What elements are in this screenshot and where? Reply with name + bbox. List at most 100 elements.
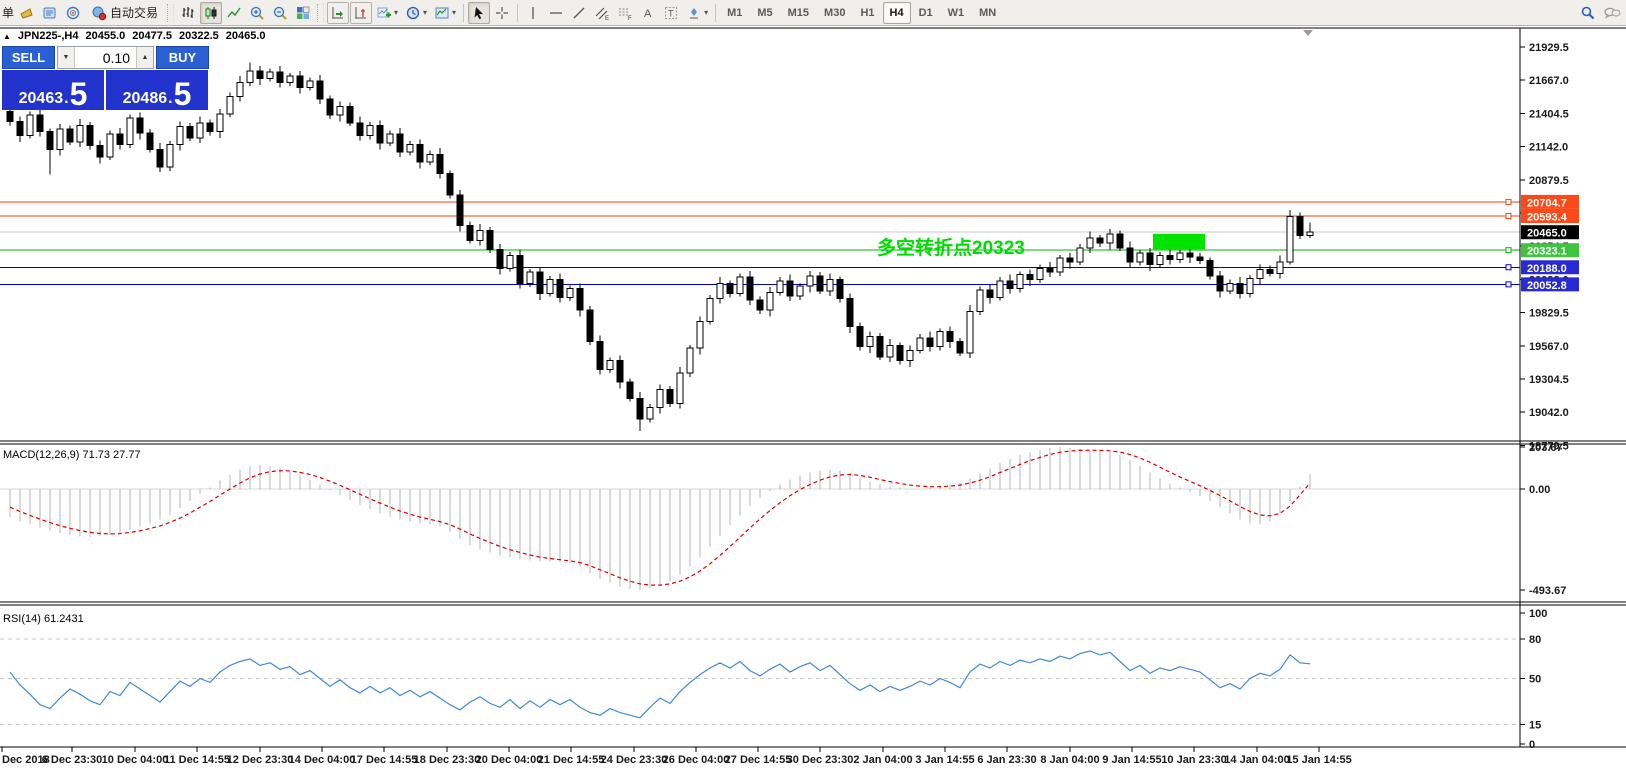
timeframe-M15[interactable]: M15 <box>787 6 810 19</box>
timeframe-MN[interactable]: MN <box>979 6 997 19</box>
trendline-tool-button[interactable] <box>568 2 590 24</box>
drawn-rectangle[interactable] <box>1153 233 1205 250</box>
shapes-tool-button[interactable]: ▾ <box>683 2 711 24</box>
periods-button[interactable]: ▾ <box>402 2 430 24</box>
timeframe-W1[interactable]: W1 <box>947 6 965 19</box>
market-depth-icon[interactable] <box>62 2 84 24</box>
candle-body <box>146 132 154 150</box>
candle-body <box>466 224 474 241</box>
candle-body <box>366 124 374 136</box>
timeframe-H1[interactable]: H1 <box>860 6 875 19</box>
buy-button[interactable]: BUY <box>156 46 209 69</box>
chart-annotation[interactable]: 多空转折点20323 <box>877 236 1025 259</box>
volume-decrease-button[interactable]: ▼ <box>58 47 75 68</box>
timeframe-M1[interactable]: M1 <box>727 6 743 19</box>
alerts-icon[interactable] <box>16 2 38 24</box>
price-axis-label: 20879.5 <box>1529 175 1569 187</box>
candle-body <box>666 389 674 405</box>
candle-body <box>56 128 64 150</box>
buy-price-frac: 5 <box>173 75 192 112</box>
sell-price-display[interactable]: 20463 . 5 <box>2 70 104 110</box>
candle-body <box>806 275 814 287</box>
sell-button[interactable]: SELL <box>2 46 55 69</box>
timeframe-H4[interactable]: H4 <box>882 1 911 24</box>
templates-button[interactable]: ▾ <box>431 2 459 24</box>
new-order-button[interactable]: 单 <box>2 6 15 20</box>
candle-body <box>206 122 214 133</box>
candle-body <box>676 372 684 405</box>
sell-price-int: 20463 <box>18 90 64 107</box>
rsi-axis-label: 50 <box>1529 674 1541 686</box>
one-click-trading-panel: SELL ▼ 0.10 ▲ BUY 20463 . 5 20486 . 5 <box>2 46 209 110</box>
search-icon[interactable] <box>1577 2 1599 24</box>
candle-body <box>766 291 774 311</box>
candle-body <box>586 309 594 343</box>
time-axis-label: 2 Jan 04:00 <box>853 754 912 766</box>
text-tool-button[interactable]: A <box>637 2 659 24</box>
expand-marker-icon[interactable]: ▲ <box>3 31 11 41</box>
zoom-out-button[interactable] <box>269 2 291 24</box>
candle-body <box>86 124 94 147</box>
time-axis-label: 14 Jan 04:00 <box>1224 754 1289 766</box>
toolbar-separator <box>517 3 519 22</box>
candle-body <box>236 81 244 97</box>
fibonacci-tool-button[interactable]: F <box>614 2 636 24</box>
chart-autoscroll-button[interactable] <box>327 1 350 24</box>
candle-body <box>1126 247 1134 263</box>
buy-price-int: 20486 <box>122 90 168 107</box>
candle-body <box>596 341 604 370</box>
volume-stepper: ▼ 0.10 ▲ <box>57 46 154 69</box>
buy-price-display[interactable]: 20486 . 5 <box>106 70 208 110</box>
autotrading-label: 自动交易 <box>110 6 159 20</box>
candle-body <box>496 248 504 269</box>
candle-body <box>106 133 114 158</box>
line-handle[interactable] <box>1505 247 1512 254</box>
candle-body <box>896 344 904 362</box>
candle-body <box>776 280 784 293</box>
volume-increase-button[interactable]: ▲ <box>136 47 153 68</box>
text-label-tool-button[interactable]: T <box>660 2 682 24</box>
chart-shift-button[interactable] <box>350 1 373 24</box>
chat-icon[interactable] <box>1600 2 1624 24</box>
chart-line-button[interactable] <box>223 2 245 24</box>
volume-value[interactable]: 0.10 <box>102 49 130 66</box>
candle-body <box>816 275 824 292</box>
candle-body <box>46 131 54 150</box>
chart-shift-marker[interactable] <box>1303 30 1313 36</box>
chart-candles-button[interactable] <box>200 1 223 24</box>
cursor-tool-button[interactable] <box>468 1 491 24</box>
candle-body <box>6 110 14 123</box>
time-axis-label: 6 Dec 23:30 <box>42 754 103 766</box>
price-axis-label: 19829.5 <box>1529 308 1569 320</box>
rsi-axis-label: 80 <box>1529 634 1541 646</box>
timeframe-M5[interactable]: M5 <box>757 6 773 19</box>
timeframe-M30[interactable]: M30 <box>824 6 846 19</box>
candle-body <box>276 71 284 83</box>
candle-body <box>656 389 664 408</box>
news-icon[interactable] <box>39 2 61 24</box>
add-indicator-button[interactable]: ▾ <box>373 2 401 24</box>
crosshair-tool-button[interactable] <box>491 2 513 24</box>
price-axis-label: 21667.0 <box>1529 75 1569 87</box>
candle-body <box>686 347 694 374</box>
chart-bars-button[interactable] <box>177 2 199 24</box>
chart-canvas[interactable]: 21929.521667.021404.521142.020879.520617… <box>0 26 1626 770</box>
autotrading-button[interactable]: 自动交易 <box>85 2 164 24</box>
candle-body <box>1016 274 1024 290</box>
line-handle[interactable] <box>1505 212 1512 219</box>
equidistant-channel-tool-button[interactable]: E <box>591 2 613 24</box>
candle-body <box>1166 255 1174 260</box>
horizontal-line-tool-button[interactable] <box>545 2 567 24</box>
candle-body <box>1136 252 1144 263</box>
candle-body <box>26 114 34 136</box>
line-handle[interactable] <box>1505 198 1512 205</box>
candle-body <box>1006 280 1014 290</box>
vertical-line-tool-button[interactable] <box>522 2 544 24</box>
tile-windows-button[interactable] <box>292 2 314 24</box>
timeframe-D1[interactable]: D1 <box>918 6 933 19</box>
zoom-in-button[interactable] <box>246 2 268 24</box>
price-level-badge <box>1521 260 1579 275</box>
line-handle[interactable] <box>1505 264 1512 271</box>
line-handle[interactable] <box>1505 281 1512 288</box>
svg-text:E: E <box>605 16 609 21</box>
